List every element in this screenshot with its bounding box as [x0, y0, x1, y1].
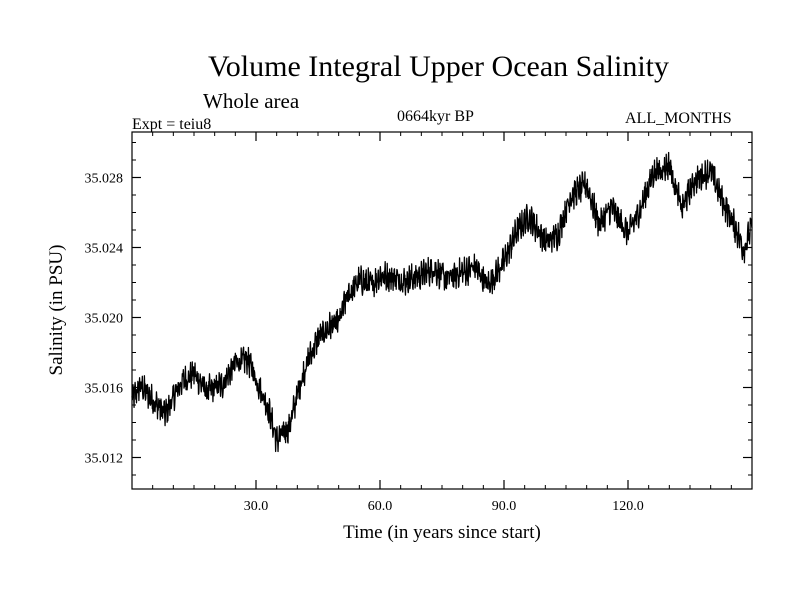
y-tick-label: 35.012	[85, 452, 124, 467]
plot-frame	[131, 131, 753, 490]
salinity-series-line	[131, 151, 753, 453]
period-label: 0664kyr BP	[397, 108, 474, 125]
y-axis-label: Salinity (in PSU)	[46, 245, 67, 376]
months-label: ALL_MONTHS	[625, 110, 732, 127]
experiment-label: Expt = teiu8	[132, 116, 212, 133]
chart-subtitle: Whole area	[203, 89, 300, 113]
y-tick-label: 35.024	[85, 242, 124, 257]
x-tick-label: 60.0	[368, 499, 393, 514]
chart-title: Volume Integral Upper Ocean Salinity	[208, 50, 669, 83]
x-axis-label: Time (in years since start)	[343, 522, 541, 543]
y-tick-label: 35.028	[85, 172, 124, 187]
y-tick-label: 35.016	[85, 382, 124, 397]
y-tick-label: 35.020	[85, 312, 124, 327]
x-tick-label: 30.0	[244, 499, 269, 514]
x-tick-label: 90.0	[492, 499, 517, 514]
x-tick-label: 120.0	[612, 499, 644, 514]
